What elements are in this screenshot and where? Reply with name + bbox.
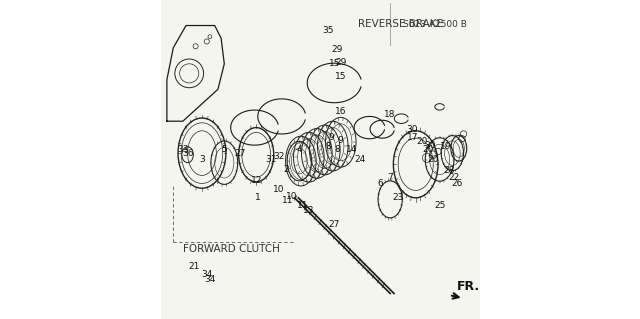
Text: FR.: FR. [457,280,480,293]
Text: 16: 16 [335,107,346,116]
Text: 1: 1 [255,193,260,202]
Text: 30: 30 [407,125,419,134]
Text: S023-A2500 B: S023-A2500 B [403,20,467,29]
Text: 12: 12 [250,176,262,185]
Text: 34: 34 [201,270,212,279]
Text: 10: 10 [273,185,284,194]
Text: 31: 31 [265,155,276,164]
Text: 10: 10 [285,192,297,201]
Text: 18: 18 [385,110,396,119]
Text: 15: 15 [328,59,340,68]
Text: 8: 8 [335,145,340,154]
Text: 33: 33 [177,145,189,154]
Text: 3: 3 [199,155,205,164]
Text: 11: 11 [282,197,294,205]
Text: 5: 5 [221,145,227,154]
Text: REVERSE BRAKE: REVERSE BRAKE [358,19,444,29]
Text: 6: 6 [378,179,383,188]
Text: 9: 9 [328,133,334,142]
Text: 23: 23 [392,193,404,202]
Text: 20: 20 [428,155,439,164]
Text: 29: 29 [332,45,343,54]
Text: 27: 27 [329,220,340,229]
Text: 13: 13 [303,206,315,215]
Text: 8: 8 [325,142,331,151]
Text: 22: 22 [449,173,460,182]
Text: 7: 7 [387,173,393,182]
Text: 20: 20 [417,137,428,146]
Text: 24: 24 [355,155,365,164]
Text: 25: 25 [434,201,445,210]
Text: 36: 36 [182,149,193,158]
Text: 11: 11 [297,201,308,210]
Text: 9: 9 [338,136,344,145]
Text: 17: 17 [407,133,419,142]
Text: 4: 4 [296,145,302,154]
Text: 15: 15 [335,72,346,81]
Text: FORWARD CLUTCH: FORWARD CLUTCH [183,244,280,254]
Text: 26: 26 [451,179,463,188]
Text: 35: 35 [322,26,333,35]
Text: 19: 19 [440,142,452,151]
Text: 29: 29 [335,58,346,67]
Text: 21: 21 [188,262,200,271]
Text: 32: 32 [273,152,284,161]
Text: 30: 30 [424,141,436,150]
Text: 27: 27 [235,149,246,158]
Text: 34: 34 [204,275,216,284]
Text: 2: 2 [284,165,289,174]
Text: 20: 20 [423,145,434,154]
Text: 28: 28 [444,166,455,175]
Text: 14: 14 [346,145,358,154]
